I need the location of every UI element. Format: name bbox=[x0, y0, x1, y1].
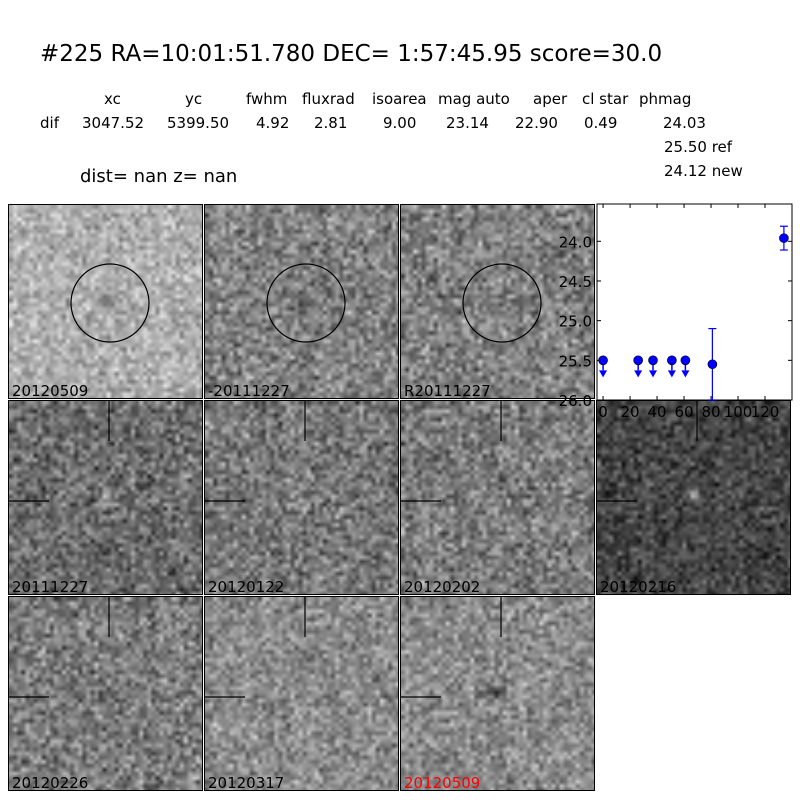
plot-area bbox=[596, 203, 793, 401]
value-fluxrad: 2.81 bbox=[314, 114, 348, 132]
data-point bbox=[680, 355, 691, 366]
stamp-image bbox=[9, 597, 202, 790]
data-point bbox=[779, 233, 789, 243]
col-header-mag-auto: mag auto bbox=[438, 90, 510, 108]
image-stamp-r20111227: R20111227 bbox=[400, 204, 595, 399]
image-stamp-20120216: 20120216 bbox=[596, 400, 791, 595]
stamp-image bbox=[401, 597, 594, 790]
data-point bbox=[633, 355, 643, 366]
y-tick-label: 24.5 bbox=[559, 273, 592, 291]
aperture-circle bbox=[266, 263, 346, 343]
stamp-image bbox=[205, 205, 398, 398]
col-header-isoarea: isoarea bbox=[372, 90, 427, 108]
stamp-date-label: 20120509 bbox=[12, 382, 89, 399]
upper-limit-arrow bbox=[681, 370, 690, 378]
stamp-date-label: 20120226 bbox=[12, 774, 89, 791]
new-mag: 24.12 new bbox=[664, 162, 743, 180]
image-stamp-20120226: 20120226 bbox=[8, 596, 203, 791]
stamp-date-label: -20111227 bbox=[208, 382, 290, 399]
aperture-circle bbox=[70, 263, 150, 343]
stamp-image bbox=[401, 401, 594, 594]
image-stamp-20111227: 20111227 bbox=[8, 400, 203, 595]
stamp-image bbox=[205, 597, 398, 790]
stamp-image bbox=[205, 401, 398, 594]
value-phmag: 24.03 bbox=[663, 114, 706, 132]
upper-limit-arrow bbox=[649, 370, 658, 378]
x-tick-label: 100 bbox=[724, 403, 753, 421]
y-tick-label: 25.5 bbox=[559, 352, 592, 370]
stamp-date-label: 20120509 bbox=[404, 774, 481, 791]
stamp-date-label: 20120216 bbox=[600, 578, 677, 595]
image-stamp-20111227: -20111227 bbox=[204, 204, 399, 399]
stamp-image bbox=[9, 205, 202, 398]
data-point bbox=[667, 355, 677, 366]
stamp-image bbox=[401, 205, 594, 398]
aperture-circle bbox=[462, 263, 542, 343]
value-xc: 3047.52 bbox=[82, 114, 145, 132]
y-tick-label: 24.0 bbox=[559, 233, 592, 251]
col-header-aper: aper bbox=[533, 90, 568, 108]
stamp-date-label: 20120317 bbox=[208, 774, 285, 791]
col-header-fluxrad: fluxrad bbox=[302, 90, 355, 108]
col-header-cl-star: cl star bbox=[582, 90, 629, 108]
y-tick-label: 25.0 bbox=[559, 313, 592, 331]
x-tick-label: 40 bbox=[648, 403, 667, 421]
image-stamp-20120317: 20120317 bbox=[204, 596, 399, 791]
image-stamp-20120122: 20120122 bbox=[204, 400, 399, 595]
value-cl-star: 0.49 bbox=[584, 114, 618, 132]
dist-z-line: dist= nan z= nan bbox=[80, 166, 238, 187]
stamp-date-label: R20111227 bbox=[404, 382, 491, 399]
value-fwhm: 4.92 bbox=[256, 114, 290, 132]
row-label-dif: dif bbox=[40, 114, 59, 132]
ref-mag: 25.50 ref bbox=[664, 138, 733, 156]
value-isoarea: 9.00 bbox=[383, 114, 417, 132]
col-header-fwhm: fwhm bbox=[246, 90, 288, 108]
stamp-date-label: 20111227 bbox=[12, 578, 89, 595]
image-stamp-20120509: 20120509 bbox=[400, 596, 595, 791]
x-tick-label: 80 bbox=[701, 403, 720, 421]
value-yc: 5399.50 bbox=[167, 114, 230, 132]
col-header-xc: xc bbox=[104, 90, 121, 108]
image-stamp-20120202: 20120202 bbox=[400, 400, 595, 595]
data-point bbox=[598, 355, 608, 366]
data-point bbox=[707, 359, 718, 370]
stamp-date-label: 20120202 bbox=[404, 578, 481, 595]
stamp-image bbox=[597, 401, 790, 594]
x-tick-label: 120 bbox=[751, 403, 780, 421]
x-tick-label: 20 bbox=[621, 403, 640, 421]
image-stamp-20120509: 20120509 bbox=[8, 204, 203, 399]
value-mag-auto: 23.14 bbox=[446, 114, 489, 132]
candidate-title: #225 RA=10:01:51.780 DEC= 1:57:45.95 sco… bbox=[40, 41, 663, 67]
value-aper: 22.90 bbox=[515, 114, 558, 132]
col-header-phmag: phmag bbox=[639, 90, 692, 108]
stamp-date-label: 20120122 bbox=[208, 578, 285, 595]
stamp-image bbox=[9, 401, 202, 594]
upper-limit-arrow bbox=[667, 370, 676, 378]
upper-limit-arrow bbox=[599, 370, 608, 378]
col-header-yc: yc bbox=[185, 90, 203, 108]
data-point bbox=[648, 355, 658, 366]
x-tick-label: 60 bbox=[674, 403, 693, 421]
y-tick-label: 26.0 bbox=[559, 392, 592, 410]
x-tick-label: 0 bbox=[598, 403, 608, 421]
upper-limit-arrow bbox=[634, 370, 643, 378]
